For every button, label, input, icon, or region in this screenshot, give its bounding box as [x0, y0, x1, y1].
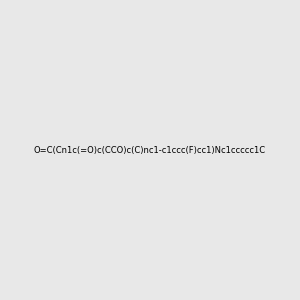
Text: O=C(Cn1c(=O)c(CCO)c(C)nc1-c1ccc(F)cc1)Nc1ccccc1C: O=C(Cn1c(=O)c(CCO)c(C)nc1-c1ccc(F)cc1)Nc… — [34, 146, 266, 154]
